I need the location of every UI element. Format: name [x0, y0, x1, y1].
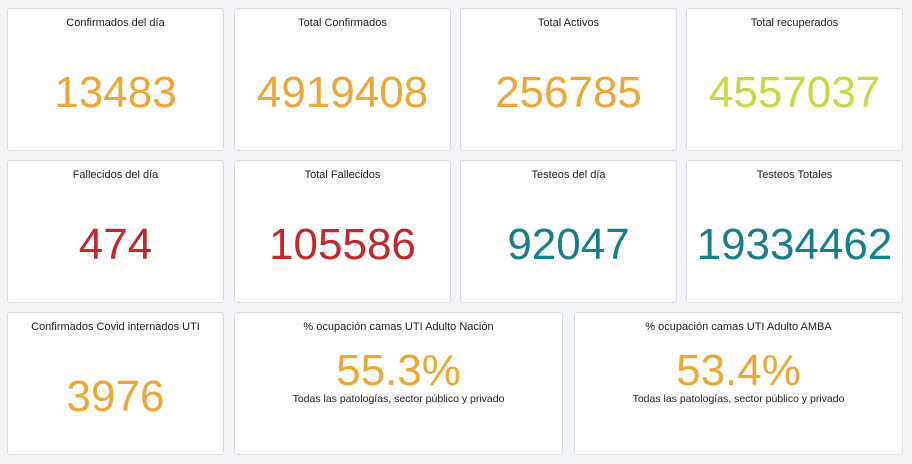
panel-value: 92047 [507, 220, 630, 269]
panel-value: 4919408 [256, 68, 429, 117]
panel-value: 19334462 [696, 220, 893, 269]
stat-panel: Fallecidos del día 474 [7, 160, 224, 303]
panel-subtitle: Todas las patologías, sector público y p… [292, 393, 505, 405]
panel-title: Fallecidos del día [72, 169, 159, 181]
panel-title: Testeos del día [531, 169, 606, 181]
panel-value: 4557037 [708, 68, 881, 117]
stat-panel: Confirmados Covid internados UTI 3976 [7, 312, 224, 455]
panel-value: 3976 [66, 372, 165, 421]
panel-value: 474 [78, 220, 153, 269]
stat-panel: Total Fallecidos 105586 [234, 160, 451, 303]
stat-panel: Total Activos 256785 [460, 8, 677, 151]
panel-title: Confirmados Covid internados UTI [31, 321, 200, 333]
panel-title: Total Activos [537, 17, 600, 29]
stat-panel: % ocupación camas UTI Adulto AMBA 53.4% To… [574, 312, 903, 455]
panel-title: % ocupación camas UTI Adulto AMBA [645, 321, 832, 333]
stat-panel: Total recuperados 4557037 [686, 8, 903, 151]
panel-title: Total Confirmados [298, 17, 387, 29]
panel-title: Confirmados del día [66, 17, 165, 29]
panel-value: 55.3% [336, 346, 461, 395]
panel-value: 256785 [495, 68, 642, 117]
stat-panel: % ocupación camas UTI Adulto Nación 55.3%… [234, 312, 563, 455]
stat-panel: Testeos del día 92047 [460, 160, 677, 303]
panel-value: 53.4% [676, 346, 801, 395]
panel-value: 105586 [269, 220, 416, 269]
panel-subtitle: Todas las patologías, sector público y p… [632, 393, 845, 405]
panel-value: 13483 [54, 68, 177, 117]
panel-title: Testeos Totales [756, 169, 833, 181]
stat-panel: Testeos Totales 19334462 [686, 160, 903, 303]
panel-title: Total recuperados [750, 17, 839, 29]
panel-title: Total Fallecidos [304, 169, 381, 181]
stat-panel: Confirmados del día 13483 [7, 8, 224, 151]
stat-panel: Total Confirmados 4919408 [234, 8, 451, 151]
panel-title: % ocupación camas UTI Adulto Nación [303, 321, 494, 333]
